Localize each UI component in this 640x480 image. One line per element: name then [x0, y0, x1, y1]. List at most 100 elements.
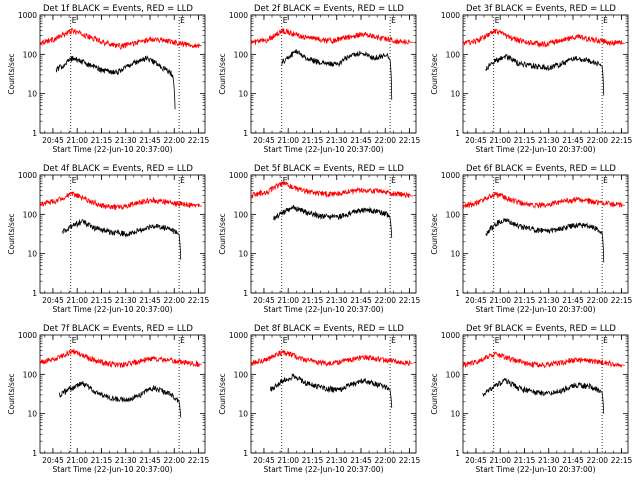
x-tick-label: 21:45 — [139, 136, 161, 145]
x-tick-label: 22:15 — [611, 136, 633, 145]
lld-series-line — [39, 348, 202, 369]
x-tick-label: 21:45 — [139, 456, 161, 465]
x-tick-label: 21:00 — [66, 296, 88, 305]
x-tick-label: 21:30 — [115, 296, 137, 305]
y-tick-label: 1 — [32, 129, 37, 138]
plot-frame — [39, 14, 206, 134]
x-tick-label: 21:15 — [302, 456, 324, 465]
y-axis-label: Counts/sec — [218, 373, 227, 414]
x-tick-label: 21:30 — [326, 136, 348, 145]
x-axis-label: Start Time (22-Jun-10 20:37:00) — [264, 145, 384, 154]
y-tick-label: 1000 — [229, 11, 248, 20]
lld-series-line — [462, 28, 625, 48]
x-tick-label: 21:30 — [538, 456, 560, 465]
y-axis-label: Counts/sec — [218, 53, 227, 94]
x-tick-label: 21:30 — [115, 136, 137, 145]
lld-series-line — [250, 180, 413, 199]
panel-det-5: Det 5f BLACK = Events, RED = LLD 1 10 100 10… — [218, 164, 421, 314]
y-tick-label: 1000 — [441, 331, 460, 340]
x-tick-label: 22:15 — [611, 296, 633, 305]
x-tick-label: 22:15 — [188, 136, 210, 145]
plot-frame — [462, 334, 629, 454]
y-tick-label: 100 — [446, 370, 461, 379]
event-marker-label: E — [391, 336, 396, 345]
x-tick-label: 21:15 — [514, 296, 536, 305]
panel-det-4: Det 4f BLACK = Events, RED = LLD 1 10 100 10… — [7, 164, 210, 314]
x-axis-label: Start Time (22-Jun-10 20:37:00) — [53, 145, 173, 154]
panel-title: Det 6f BLACK = Events, RED = LLD — [466, 164, 616, 174]
x-tick-label: 20:45 — [42, 136, 64, 145]
event-marker-label: E — [603, 176, 608, 185]
events-series-line — [273, 204, 393, 239]
plot-frame — [462, 14, 629, 134]
event-marker-label: E — [283, 176, 288, 185]
x-axis-label: Start Time (22-Jun-10 20:37:00) — [264, 305, 384, 314]
lld-series-line — [462, 191, 625, 209]
y-tick-label: 10 — [27, 410, 37, 419]
y-tick-label: 1 — [32, 289, 37, 298]
panel-det-2: Det 2f BLACK = Events, RED = LLD 1 10 100 10… — [218, 4, 421, 154]
x-tick-label: 20:45 — [253, 136, 275, 145]
lld-series-line — [250, 350, 413, 367]
x-axis-label: Start Time (22-Jun-10 20:37:00) — [264, 465, 384, 474]
x-tick-label: 21:15 — [91, 296, 113, 305]
x-tick-label: 21:30 — [538, 296, 560, 305]
x-tick-label: 22:00 — [374, 456, 396, 465]
panel-det-7: Det 7f BLACK = Events, RED = LLD 1 10 100 10… — [7, 324, 210, 474]
y-tick-label: 1 — [455, 449, 460, 458]
x-tick-label: 20:45 — [253, 456, 275, 465]
y-tick-label: 10 — [27, 250, 37, 259]
x-tick-label: 21:45 — [562, 136, 584, 145]
y-tick-label: 10 — [450, 90, 460, 99]
event-marker-label: E — [180, 16, 185, 25]
x-tick-label: 22:15 — [611, 456, 633, 465]
x-tick-label: 21:30 — [326, 296, 348, 305]
y-tick-label: 1 — [32, 449, 37, 458]
y-axis-label: Counts/sec — [7, 373, 16, 414]
x-tick-label: 21:15 — [91, 136, 113, 145]
y-tick-label: 100 — [23, 50, 38, 59]
y-tick-label: 10 — [238, 410, 248, 419]
events-series-line — [59, 381, 182, 418]
plot-frame — [250, 334, 417, 454]
events-series-line — [485, 54, 605, 96]
panel-title: Det 8f BLACK = Events, RED = LLD — [254, 324, 404, 334]
x-axis-label: Start Time (22-Jun-10 20:37:00) — [476, 145, 596, 154]
event-marker-label: E — [72, 16, 77, 25]
lld-series-line — [250, 27, 413, 46]
y-tick-label: 100 — [234, 50, 249, 59]
x-tick-label: 22:00 — [586, 136, 608, 145]
x-tick-label: 21:15 — [302, 296, 324, 305]
x-tick-label: 22:15 — [188, 296, 210, 305]
x-axis-label: Start Time (22-Jun-10 20:37:00) — [476, 305, 596, 314]
events-series-line — [482, 377, 605, 414]
x-tick-label: 21:00 — [66, 456, 88, 465]
x-tick-label: 21:00 — [277, 296, 299, 305]
x-tick-label: 22:15 — [399, 296, 421, 305]
events-series-line — [281, 49, 393, 100]
x-tick-label: 22:00 — [586, 296, 608, 305]
event-marker-label: E — [495, 176, 500, 185]
x-tick-label: 22:00 — [374, 296, 396, 305]
y-tick-label: 1000 — [229, 171, 248, 180]
x-tick-label: 21:45 — [562, 456, 584, 465]
plot-frame — [39, 334, 206, 454]
events-series-line — [485, 218, 605, 263]
x-tick-label: 21:15 — [91, 456, 113, 465]
event-marker-label: E — [180, 336, 185, 345]
y-axis-label: Counts/sec — [430, 373, 439, 414]
x-tick-label: 21:00 — [489, 296, 511, 305]
event-marker-label: E — [391, 176, 396, 185]
y-tick-label: 10 — [238, 90, 248, 99]
y-tick-label: 100 — [234, 210, 249, 219]
panel-det-8: Det 8f BLACK = Events, RED = LLD 1 10 100 10… — [218, 324, 421, 474]
x-tick-label: 21:00 — [277, 136, 299, 145]
event-marker-label: E — [495, 336, 500, 345]
y-tick-label: 1 — [243, 449, 248, 458]
y-tick-label: 1000 — [18, 11, 37, 20]
events-series-line — [55, 55, 176, 110]
x-tick-label: 21:15 — [302, 136, 324, 145]
x-tick-label: 21:00 — [489, 136, 511, 145]
x-tick-label: 22:00 — [374, 136, 396, 145]
event-marker-label: E — [495, 16, 500, 25]
